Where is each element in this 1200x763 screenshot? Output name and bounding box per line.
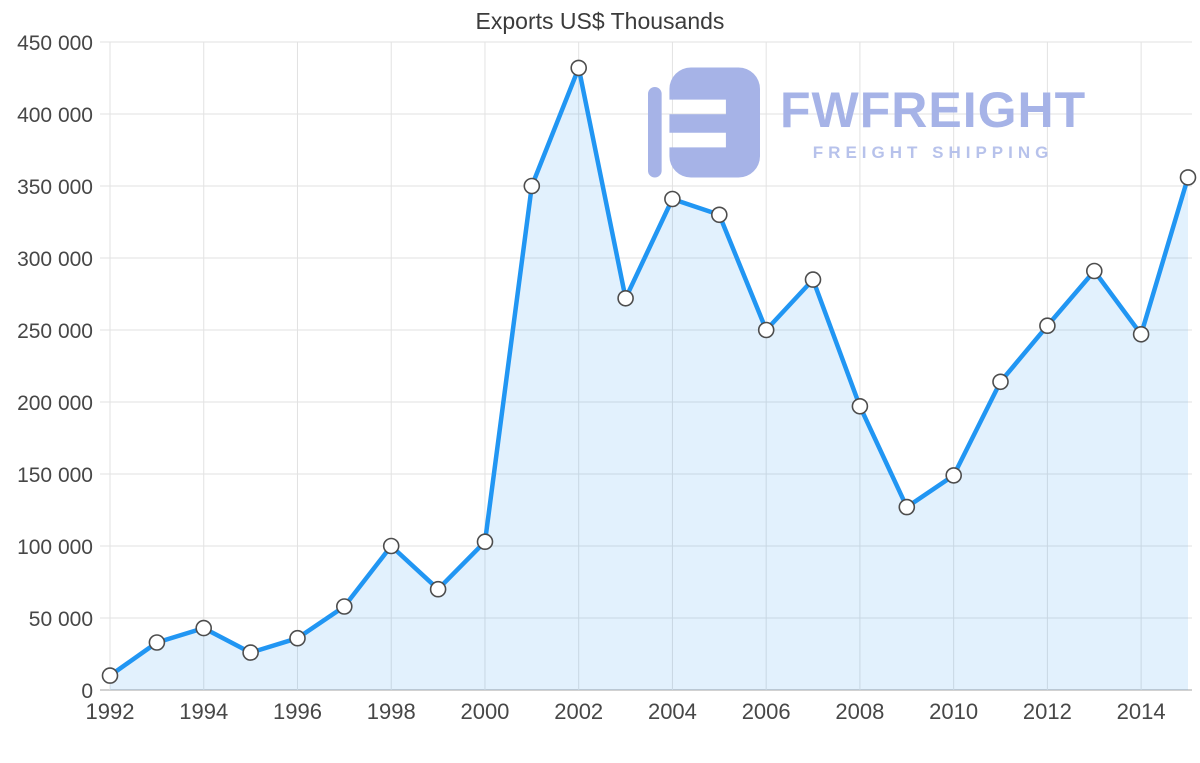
y-axis-label: 450 000 <box>17 32 93 55</box>
data-point-2006 <box>757 321 775 339</box>
x-axis-label: 2004 <box>648 699 697 724</box>
data-point-2015 <box>1179 169 1197 186</box>
data-point-2000 <box>476 533 494 551</box>
data-point-1998 <box>382 537 400 555</box>
chart-title: Exports US$ Thousands <box>475 8 725 34</box>
area-fill <box>110 67 1188 690</box>
x-axis-label: 2002 <box>554 699 603 724</box>
y-axis-label: 250 000 <box>17 320 93 343</box>
data-point-1994 <box>195 619 212 637</box>
y-axis-label: 400 000 <box>17 104 93 127</box>
data-point-2004 <box>664 190 681 208</box>
data-point-1995 <box>242 644 259 661</box>
data-point-2011 <box>992 373 1009 391</box>
data-point-2012 <box>1039 317 1056 335</box>
data-point-2007 <box>804 271 822 288</box>
y-axis-label: 50 000 <box>29 608 93 631</box>
y-axis-label: 350 000 <box>17 176 93 199</box>
y-axis-label: 0 <box>81 680 93 703</box>
y-axis-label: 100 000 <box>17 536 93 559</box>
data-point-2008 <box>851 397 869 415</box>
y-axis-label: 300 000 <box>17 248 93 271</box>
data-point-2014 <box>1132 325 1150 343</box>
data-point-1993 <box>148 634 166 651</box>
x-axis-label: 2006 <box>742 699 791 724</box>
y-axis-label: 150 000 <box>17 464 93 487</box>
data-point-2009 <box>898 498 916 516</box>
x-axis-label: 1992 <box>86 699 135 724</box>
data-point-2003 <box>617 289 634 307</box>
data-point-1996 <box>289 629 306 647</box>
x-axis-label: 1998 <box>367 699 416 724</box>
data-point-2013 <box>1086 262 1103 280</box>
data-point-2001 <box>523 177 541 195</box>
x-axis-label: 2000 <box>460 699 509 724</box>
y-axis-label: 200 000 <box>17 392 93 415</box>
data-point-1992 <box>101 667 119 684</box>
x-axis-label: 2008 <box>835 699 884 724</box>
data-point-2005 <box>710 206 728 224</box>
x-axis-label: 2012 <box>1023 699 1072 724</box>
x-axis-label: 1996 <box>273 699 322 724</box>
data-point-2010 <box>945 467 963 484</box>
x-axis-label: 2014 <box>1117 699 1166 724</box>
data-point-1999 <box>429 580 447 598</box>
x-axis-label: 2010 <box>929 699 978 724</box>
x-axis-label: 1994 <box>179 699 228 724</box>
data-point-1997 <box>335 598 353 615</box>
data-point-2002 <box>570 59 588 77</box>
